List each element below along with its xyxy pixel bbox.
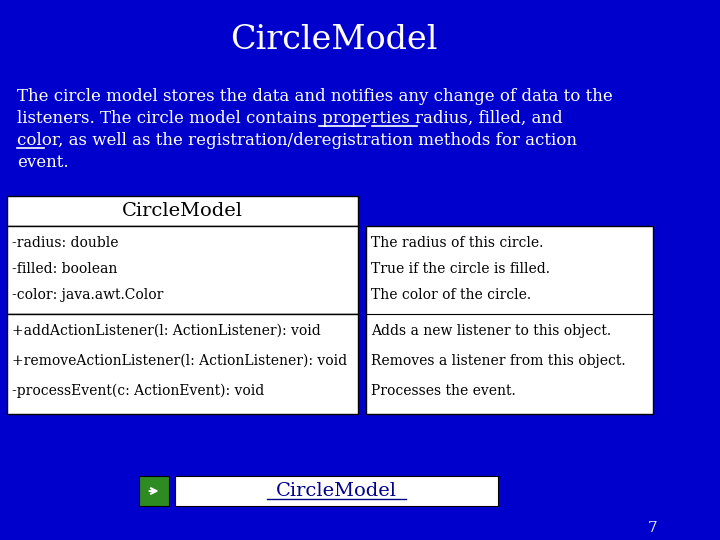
Text: The color of the circle.: The color of the circle.: [372, 288, 531, 302]
Text: -filled: boolean: -filled: boolean: [12, 262, 117, 276]
FancyBboxPatch shape: [174, 476, 498, 506]
Text: CircleModel: CircleModel: [230, 24, 438, 56]
FancyBboxPatch shape: [7, 226, 359, 314]
Text: The radius of this circle.: The radius of this circle.: [372, 236, 544, 250]
Text: Adds a new listener to this object.: Adds a new listener to this object.: [372, 324, 611, 338]
FancyBboxPatch shape: [139, 476, 169, 506]
FancyBboxPatch shape: [7, 314, 359, 414]
Text: event.: event.: [17, 154, 68, 171]
Text: listeners. The circle model contains properties radius, filled, and: listeners. The circle model contains pro…: [17, 110, 562, 127]
FancyBboxPatch shape: [366, 226, 654, 414]
Text: CircleModel: CircleModel: [276, 482, 397, 500]
Text: +removeActionListener(l: ActionListener): void: +removeActionListener(l: ActionListener)…: [12, 354, 347, 368]
Text: 7: 7: [648, 521, 657, 535]
Text: True if the circle is filled.: True if the circle is filled.: [372, 262, 550, 276]
Text: The circle model stores the data and notifies any change of data to the: The circle model stores the data and not…: [17, 88, 613, 105]
Text: Removes a listener from this object.: Removes a listener from this object.: [372, 354, 626, 368]
Text: color, as well as the registration/deregistration methods for action: color, as well as the registration/dereg…: [17, 132, 577, 149]
Text: -radius: double: -radius: double: [12, 236, 119, 250]
FancyBboxPatch shape: [7, 196, 359, 226]
Text: +addActionListener(l: ActionListener): void: +addActionListener(l: ActionListener): v…: [12, 324, 321, 338]
Text: Processes the event.: Processes the event.: [372, 384, 516, 398]
Text: -processEvent(c: ActionEvent): void: -processEvent(c: ActionEvent): void: [12, 384, 264, 399]
Text: -color: java.awt.Color: -color: java.awt.Color: [12, 288, 163, 302]
Text: CircleModel: CircleModel: [122, 202, 243, 220]
